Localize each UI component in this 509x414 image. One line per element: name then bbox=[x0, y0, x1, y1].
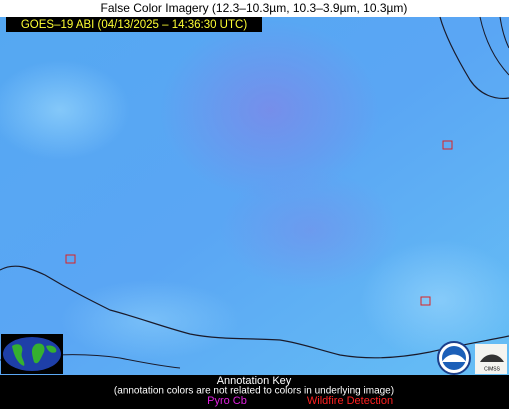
legend-pyrocb: Pyro Cb bbox=[207, 395, 247, 407]
title-bar bbox=[0, 0, 509, 17]
legend-wildfire: Wildfire Detection bbox=[307, 395, 393, 407]
timestamp: GOES–19 ABI (04/13/2025 – 14:36:30 UTC) bbox=[21, 19, 247, 31]
wildfire-box bbox=[420, 296, 431, 306]
satellite-image bbox=[0, 16, 509, 375]
title: False Color Imagery (12.3–10.3µm, 10.3–3… bbox=[101, 1, 408, 15]
legend-note: (annotation colors are not related to co… bbox=[114, 386, 394, 397]
legend-bar bbox=[0, 375, 509, 409]
cimss-logo: CIMSS bbox=[475, 344, 507, 374]
wildfire-box bbox=[65, 254, 76, 264]
wildfire-box bbox=[442, 140, 453, 150]
noaa-logo bbox=[437, 341, 471, 375]
legend-title: Annotation Key bbox=[217, 375, 292, 387]
cimss-label: CIMSS bbox=[484, 366, 501, 372]
globe-logo bbox=[1, 334, 63, 374]
timestamp-box bbox=[6, 17, 262, 32]
